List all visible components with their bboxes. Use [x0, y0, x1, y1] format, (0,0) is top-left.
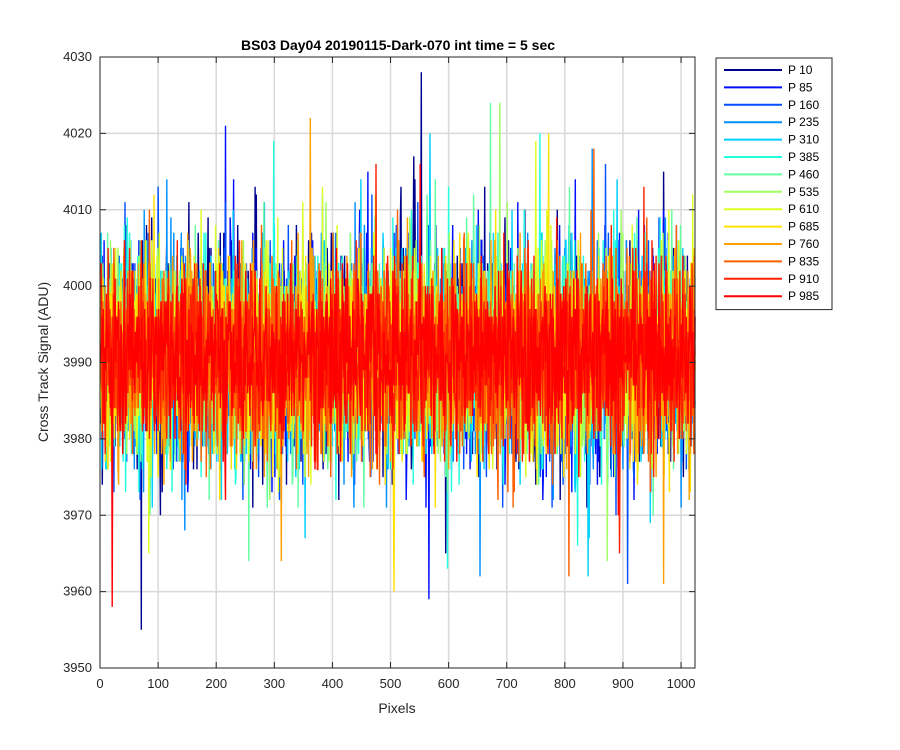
x-tick-label: 700 — [496, 676, 518, 691]
y-axis-ticks: 3950 3960 3970 3980 3990 4000 4010 4020 4030 — [63, 49, 695, 675]
y-tick-label: 3970 — [63, 507, 92, 522]
legend-label: P 235 — [788, 115, 819, 129]
legend: P 10 P 85 P 160 P 235 P 310 P 385 P 460 P 535 P … — [715, 57, 833, 311]
series-line-p-985 — [99, 163, 696, 607]
legend-label: P 760 — [788, 237, 819, 251]
y-tick-label: 4010 — [63, 202, 92, 217]
legend-label: P 385 — [788, 150, 819, 164]
legend-label: P 985 — [788, 289, 819, 303]
y-tick-label: 3990 — [63, 355, 92, 370]
chart-title: BS03 Day04 20190115-Dark-070 int time = … — [241, 37, 555, 53]
x-tick-label: 400 — [322, 676, 344, 691]
legend-label: P 685 — [788, 220, 819, 234]
x-tick-label: 200 — [205, 676, 227, 691]
plot-series — [99, 72, 696, 630]
y-tick-label: 4020 — [63, 125, 92, 140]
y-tick-label: 4000 — [63, 278, 92, 293]
x-tick-label: 1000 — [667, 676, 696, 691]
x-tick-label: 300 — [263, 676, 285, 691]
legend-label: P 310 — [788, 133, 819, 147]
legend-label: P 10 — [788, 63, 813, 77]
legend-label: P 535 — [788, 185, 819, 199]
legend-label: P 835 — [788, 254, 819, 268]
legend-label: P 460 — [788, 167, 819, 181]
legend-box — [715, 57, 833, 311]
x-tick-label: 100 — [147, 676, 169, 691]
x-tick-label: 0 — [96, 676, 103, 691]
y-axis-label: Cross Track Signal (ADU) — [35, 282, 51, 442]
y-tick-label: 4030 — [63, 49, 92, 64]
legend-label: P 160 — [788, 98, 819, 112]
x-tick-label: 600 — [438, 676, 460, 691]
y-tick-label: 3950 — [63, 660, 92, 675]
x-tick-label: 900 — [612, 676, 634, 691]
x-tick-label: 500 — [380, 676, 402, 691]
y-tick-label: 3980 — [63, 431, 92, 446]
x-tick-label: 800 — [554, 676, 576, 691]
legend-label: P 610 — [788, 202, 819, 216]
legend-label: P 910 — [788, 272, 819, 286]
y-tick-label: 3960 — [63, 584, 92, 599]
x-axis-ticks: 0 100 200 300 400 500 600 700 800 900 1000 — [96, 57, 696, 691]
x-axis-label: Pixels — [378, 700, 415, 716]
legend-label: P 85 — [788, 80, 813, 94]
